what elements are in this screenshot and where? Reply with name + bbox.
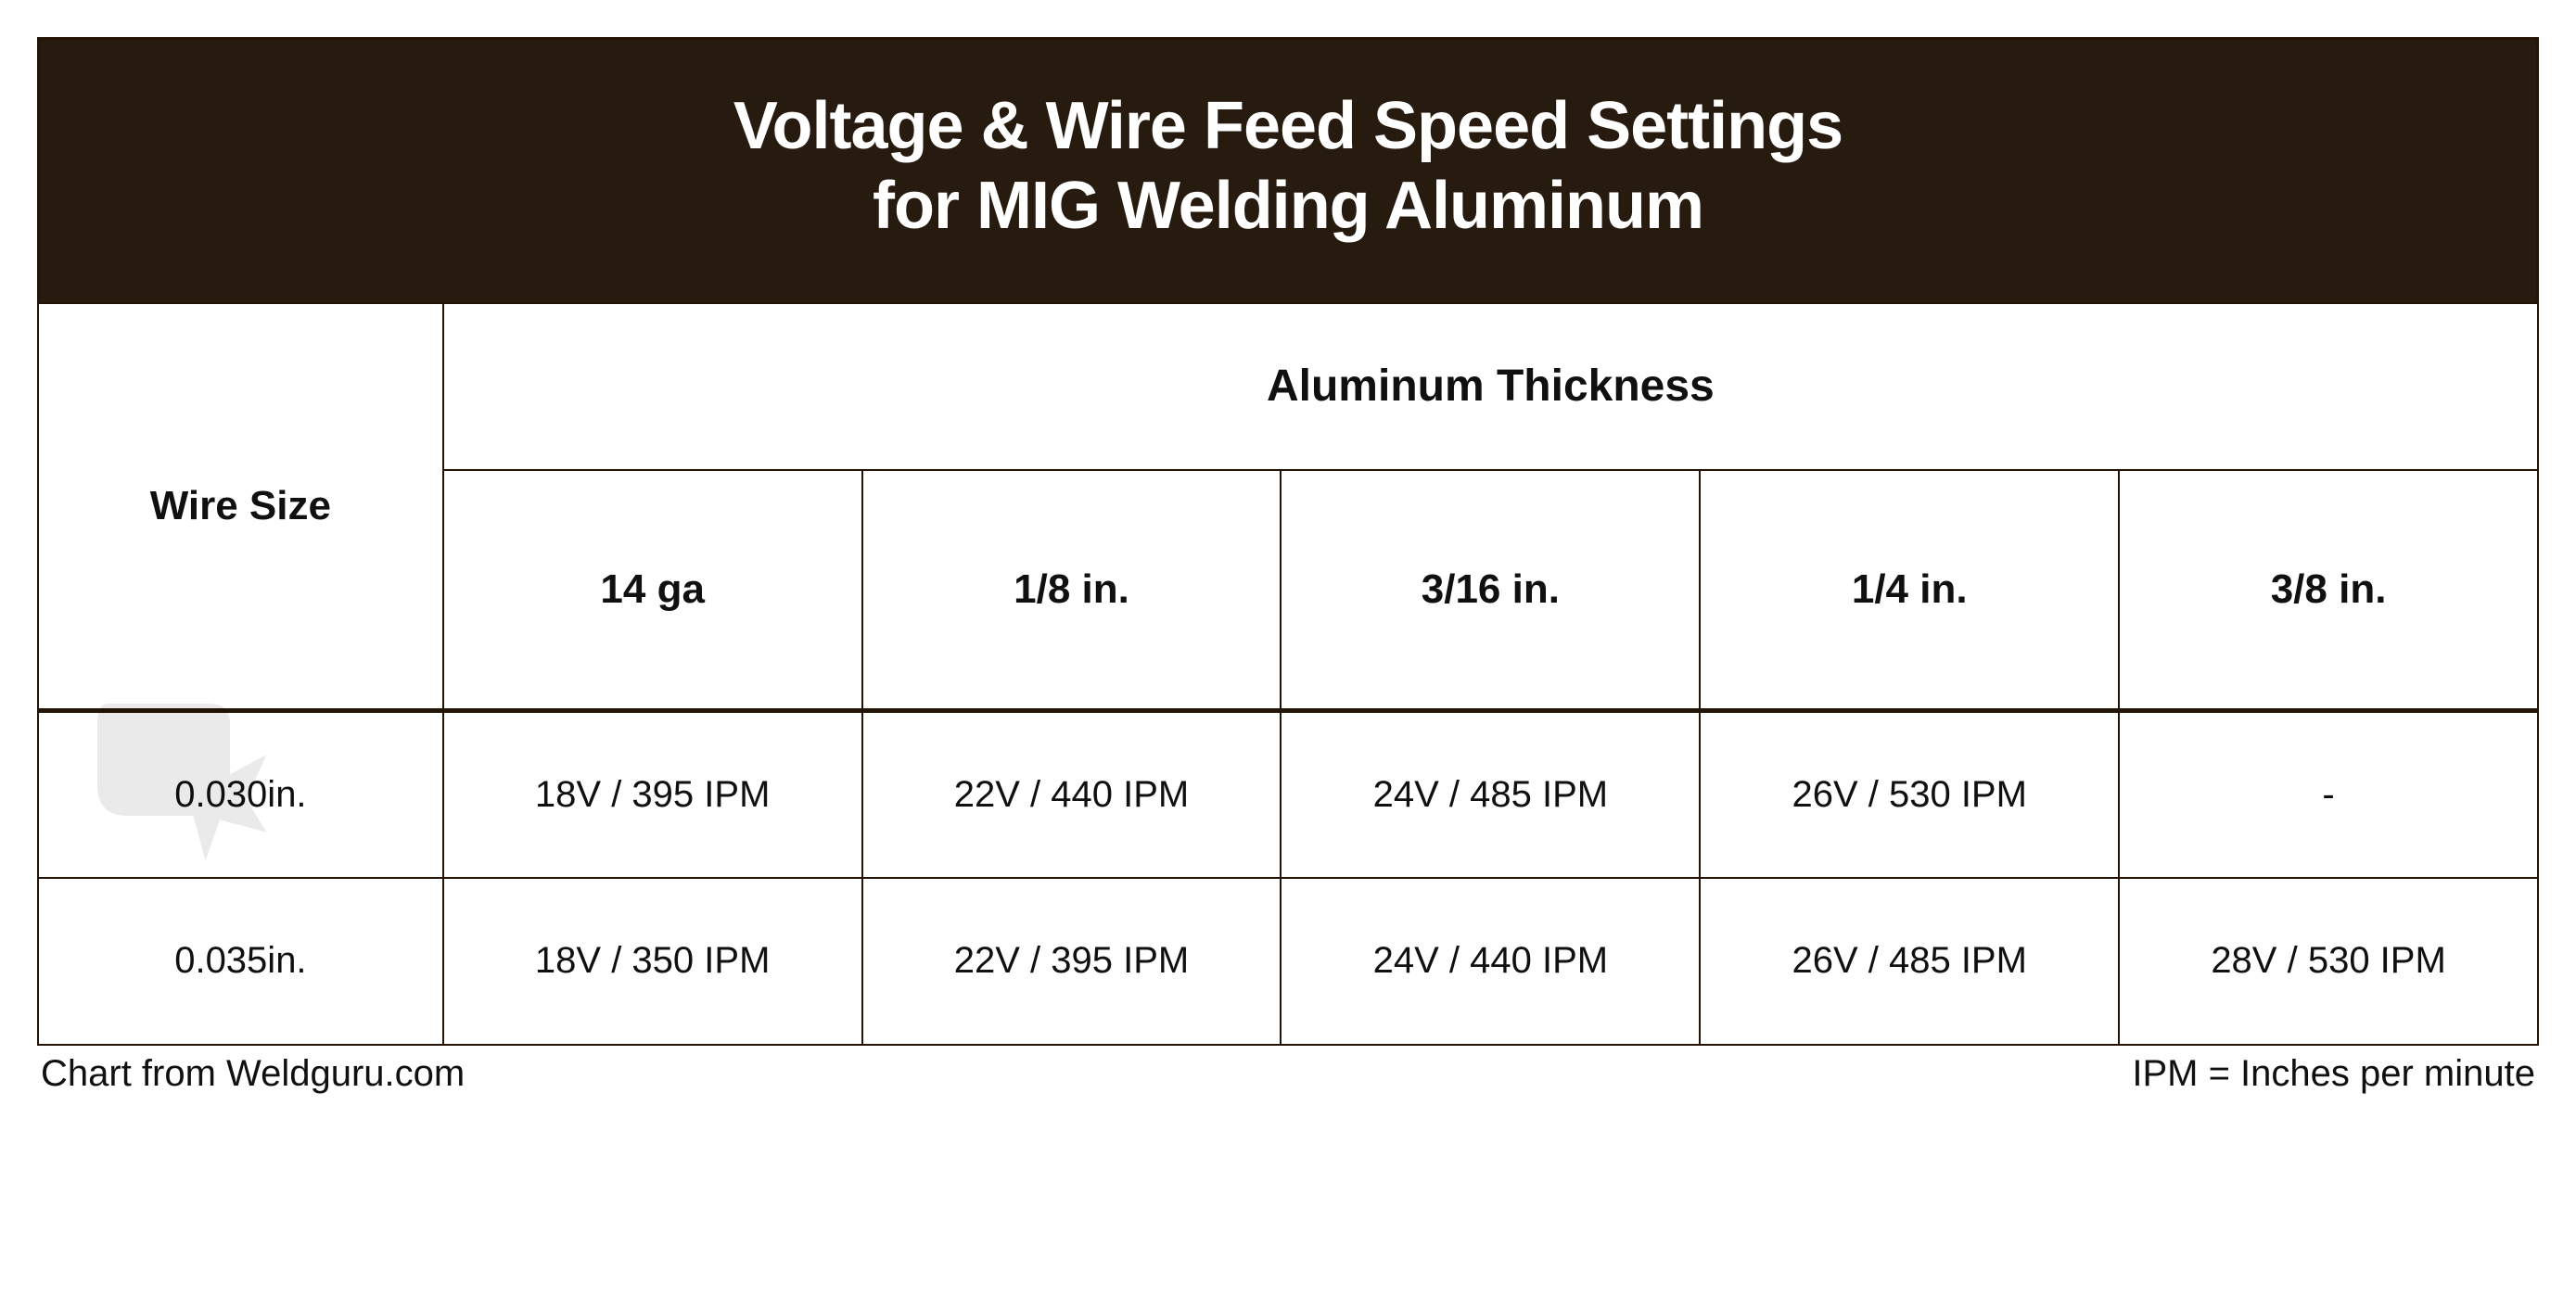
data-cell: 22V / 395 IPM bbox=[862, 878, 1282, 1045]
data-cell: 26V / 530 IPM bbox=[1700, 711, 2119, 878]
data-cell: 18V / 350 IPM bbox=[443, 878, 862, 1045]
table-row: 0.030in. 18V / 395 IPM 22V / 440 IPM 24V… bbox=[38, 711, 2538, 878]
title-line-2: for MIG Welding Aluminum bbox=[58, 166, 2518, 246]
data-cell: - bbox=[2119, 711, 2538, 878]
data-cell: 28V / 530 IPM bbox=[2119, 878, 2538, 1045]
row-label: 0.035in. bbox=[38, 878, 443, 1045]
footer-source: Chart from Weldguru.com bbox=[41, 1053, 465, 1095]
col-header: 3/8 in. bbox=[2119, 470, 2538, 711]
col-header: 14 ga bbox=[443, 470, 862, 711]
chart-footer: Chart from Weldguru.com IPM = Inches per… bbox=[37, 1046, 2539, 1095]
title-line-1: Voltage & Wire Feed Speed Settings bbox=[58, 86, 2518, 166]
data-cell: 18V / 395 IPM bbox=[443, 711, 862, 878]
data-cell: 24V / 485 IPM bbox=[1281, 711, 1700, 878]
data-cell: 22V / 440 IPM bbox=[862, 711, 1282, 878]
data-cell: 26V / 485 IPM bbox=[1700, 878, 2119, 1045]
settings-table: Wire Size Aluminum Thickness 14 ga 1/8 i… bbox=[37, 302, 2539, 1046]
wire-size-header: Wire Size bbox=[38, 303, 443, 711]
chart-title: Voltage & Wire Feed Speed Settings for M… bbox=[37, 37, 2539, 302]
col-header: 1/4 in. bbox=[1700, 470, 2119, 711]
col-header: 1/8 in. bbox=[862, 470, 1282, 711]
data-cell: 24V / 440 IPM bbox=[1281, 878, 1700, 1045]
welding-settings-chart: Voltage & Wire Feed Speed Settings for M… bbox=[37, 37, 2539, 1095]
thickness-group-header: Aluminum Thickness bbox=[443, 303, 2538, 470]
row-label: 0.030in. bbox=[38, 711, 443, 878]
col-header: 3/16 in. bbox=[1281, 470, 1700, 711]
table-row: 0.035in. 18V / 350 IPM 22V / 395 IPM 24V… bbox=[38, 878, 2538, 1045]
footer-legend: IPM = Inches per minute bbox=[2132, 1053, 2535, 1095]
